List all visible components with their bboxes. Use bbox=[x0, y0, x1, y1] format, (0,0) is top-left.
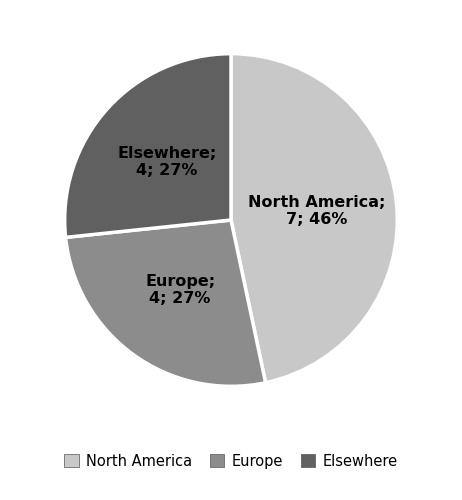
Wedge shape bbox=[65, 54, 231, 238]
Text: Europe;
4; 27%: Europe; 4; 27% bbox=[145, 274, 215, 306]
Wedge shape bbox=[231, 54, 397, 382]
Wedge shape bbox=[66, 220, 266, 386]
Legend: North America, Europe, Elsewhere: North America, Europe, Elsewhere bbox=[59, 448, 403, 474]
Text: Elsewhere;
4; 27%: Elsewhere; 4; 27% bbox=[117, 146, 216, 178]
Text: North America;
7; 46%: North America; 7; 46% bbox=[249, 195, 386, 227]
